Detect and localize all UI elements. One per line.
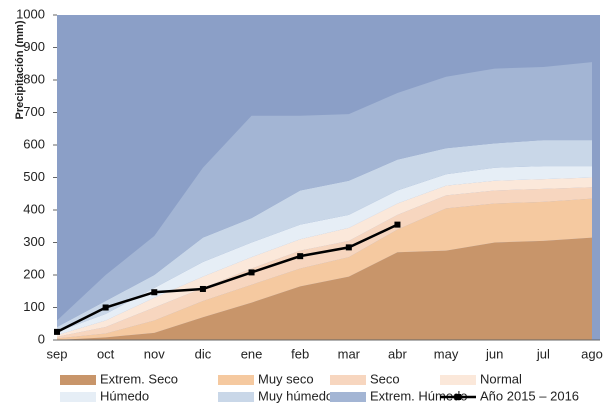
marker	[54, 328, 60, 335]
x-tick-label: oct	[97, 346, 115, 361]
x-tick-label: feb	[291, 346, 309, 361]
legend-label: Muy húmedo	[258, 388, 333, 403]
legend-label: Año 2015 – 2016	[480, 388, 579, 403]
x-tick-label: sep	[47, 346, 68, 361]
y-tick-label: 700	[23, 104, 45, 119]
legend-label: Normal	[480, 371, 522, 386]
y-tick-label: 1000	[16, 6, 45, 21]
marker	[248, 269, 255, 276]
area	[57, 62, 592, 327]
y-axis-label: Precipitación (mm)	[14, 20, 26, 119]
x-tick-label: ene	[241, 346, 263, 361]
legend-swatch	[330, 392, 366, 402]
y-tick-label: 600	[23, 136, 45, 151]
legend-swatch	[60, 392, 96, 402]
y-tick-label: 800	[23, 71, 45, 86]
x-tick-label: jun	[485, 346, 503, 361]
marker	[297, 253, 304, 260]
legend-swatch	[455, 394, 461, 400]
y-tick-label: 400	[23, 201, 45, 216]
marker	[199, 285, 206, 292]
area	[57, 187, 592, 339]
line	[56, 223, 398, 333]
x-tick-label: nov	[144, 346, 165, 361]
y-tick-label: 0	[38, 331, 45, 346]
legend-swatch	[330, 375, 366, 385]
y-tick-label: 300	[23, 234, 45, 249]
area	[57, 140, 592, 332]
area	[57, 237, 592, 340]
x-tick-label: ago	[581, 346, 603, 361]
x-tick-label: abr	[388, 346, 407, 361]
marker	[345, 244, 352, 251]
area	[57, 177, 592, 337]
marker	[394, 221, 401, 228]
legend-label: Extrem. Húmedo	[370, 388, 468, 403]
legend-swatch	[440, 375, 476, 385]
y-tick-label: 200	[23, 266, 45, 281]
legend-swatch	[218, 375, 254, 385]
legend-label: Extrem. Seco	[100, 371, 178, 386]
x-tick-label: mar	[338, 346, 361, 361]
marker	[102, 304, 109, 311]
legend-swatch	[60, 375, 96, 385]
x-tick-label: may	[434, 346, 459, 361]
y-tick-label: 900	[23, 39, 45, 54]
legend-label: Húmedo	[100, 388, 149, 403]
legend-swatch	[218, 392, 254, 402]
x-tick-label: dic	[195, 346, 212, 361]
legend-label: Muy seco	[258, 371, 314, 386]
legend-label: Seco	[370, 371, 400, 386]
area	[57, 198, 592, 340]
y-tick-label: 100	[23, 299, 45, 314]
x-tick-label: jul	[536, 346, 550, 361]
marker	[151, 289, 158, 296]
y-tick-label: 500	[23, 169, 45, 184]
